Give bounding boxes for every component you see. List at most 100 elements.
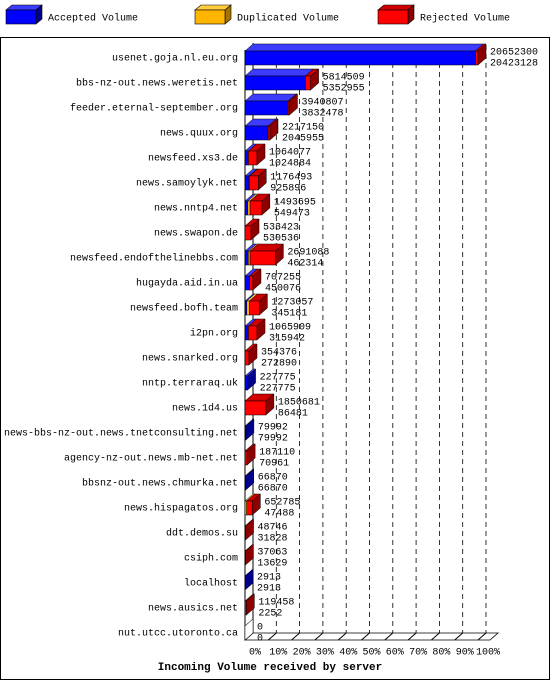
category-label: bbs-nz-out.news.weretis.net xyxy=(76,78,238,90)
accepted-label: 5352955 xyxy=(323,84,365,95)
accepted-label: 272890 xyxy=(261,359,297,370)
bar-side xyxy=(245,518,254,541)
accepted-label: 3832478 xyxy=(301,109,343,120)
x-tick-label: 60% xyxy=(386,648,404,659)
total-label: 2217150 xyxy=(282,123,324,134)
legend-label: Accepted Volume xyxy=(48,13,138,25)
bar-side xyxy=(256,318,266,341)
category-label: news.hispagatos.org xyxy=(124,503,238,515)
x-tick-label: 100% xyxy=(476,648,500,659)
total-label: 37063 xyxy=(257,548,287,559)
x-tick xyxy=(314,632,324,641)
x-tick xyxy=(337,632,347,641)
bar-top xyxy=(244,93,297,102)
bar-side xyxy=(245,468,255,491)
bar-segment xyxy=(244,50,476,66)
total-label: 79992 xyxy=(258,423,288,434)
accepted-label: 227775 xyxy=(260,384,296,395)
total-label: 20652300 xyxy=(490,48,538,59)
legend-label: Duplicated Volume xyxy=(237,13,339,25)
x-tick-label: 40% xyxy=(339,648,357,659)
accepted-label: 79992 xyxy=(258,434,288,445)
accepted-label: 31828 xyxy=(258,534,288,545)
bar-side xyxy=(289,93,298,116)
bar-side xyxy=(245,543,254,566)
total-label: 187110 xyxy=(259,448,295,459)
bar-side xyxy=(269,118,279,141)
bar-segment xyxy=(244,150,249,166)
total-label: 652785 xyxy=(264,498,300,509)
legend-swatch xyxy=(5,9,37,25)
bar-side xyxy=(259,293,268,316)
total-label: 1493695 xyxy=(274,198,316,209)
x-tick xyxy=(291,632,300,641)
x-tick-label: 0% xyxy=(249,648,261,659)
total-label: 707255 xyxy=(265,273,301,284)
accepted-label: 1024884 xyxy=(269,159,311,170)
category-label: news.swapon.de xyxy=(154,228,238,240)
bar-side xyxy=(248,343,258,366)
x-tick-label: 70% xyxy=(409,648,427,659)
bar-segment xyxy=(244,125,269,141)
category-label: news.nntp4.net xyxy=(154,204,238,215)
accepted-label: 47488 xyxy=(264,509,294,520)
category-label: csiph.com xyxy=(184,553,238,565)
accepted-label: 462314 xyxy=(287,259,323,270)
bar-side xyxy=(261,193,271,216)
total-label: 1065909 xyxy=(269,323,311,334)
bar-side xyxy=(246,443,256,466)
accepted-label: 549473 xyxy=(274,209,310,220)
floor xyxy=(243,632,500,641)
bar-top xyxy=(244,43,485,52)
bar-segment xyxy=(244,450,248,466)
bar-segment xyxy=(249,275,254,291)
bar-side xyxy=(258,168,267,191)
category-label: newsfeed.endofthelinebbs.com xyxy=(70,253,238,265)
category-label: hugayda.aid.in.ua xyxy=(136,278,238,290)
accepted-label: 20423128 xyxy=(490,59,538,70)
category-label: news.ausics.net xyxy=(148,603,238,615)
category-label: ddt.demos.su xyxy=(166,528,238,540)
bar-side xyxy=(246,593,255,616)
bar-side xyxy=(310,68,319,91)
bar-segment xyxy=(244,300,247,316)
total-label: 48746 xyxy=(258,523,288,534)
category-label: newsfeed.xs3.de xyxy=(148,153,238,165)
accepted-label: 66870 xyxy=(258,484,288,495)
accepted-label: 13629 xyxy=(257,559,287,570)
bar-segment xyxy=(248,325,258,341)
bar-side xyxy=(250,218,260,241)
total-label: 354376 xyxy=(261,348,297,359)
x-tick xyxy=(384,632,394,641)
bar-side xyxy=(244,568,254,591)
bar-segment xyxy=(267,125,271,141)
bar-side xyxy=(477,43,487,66)
category-label: nntp.terraraq.uk xyxy=(142,378,238,390)
accepted-label: 86481 xyxy=(278,409,308,420)
accepted-label: 2252 xyxy=(258,609,282,620)
x-tick-label: 10% xyxy=(269,648,287,659)
bar-segment xyxy=(244,75,306,91)
total-label: 119458 xyxy=(258,598,294,609)
category-label: newsfeed.bofh.team xyxy=(130,303,238,315)
bar-side xyxy=(275,243,284,266)
accepted-label: 2913 xyxy=(257,584,281,595)
bar-segment xyxy=(244,225,252,241)
bar-side xyxy=(247,368,256,391)
bar-segment xyxy=(249,300,260,316)
bar-segment xyxy=(246,500,253,516)
x-tick-label: 50% xyxy=(362,648,380,659)
category-label: bbsnz-out.news.chmurka.net xyxy=(82,478,238,490)
x-tick xyxy=(267,632,277,641)
bar-segment xyxy=(244,375,248,391)
x-axis-title: Incoming Volume received by server xyxy=(158,662,382,674)
bar-side xyxy=(265,393,275,416)
accepted-label: 450076 xyxy=(265,284,301,295)
x-tick xyxy=(407,632,417,641)
legend-label: Rejected Volume xyxy=(420,13,510,25)
accepted-label: 2045955 xyxy=(282,134,324,145)
bar-segment xyxy=(249,250,276,266)
bar-top xyxy=(244,68,315,77)
x-tick-label: 80% xyxy=(432,648,450,659)
